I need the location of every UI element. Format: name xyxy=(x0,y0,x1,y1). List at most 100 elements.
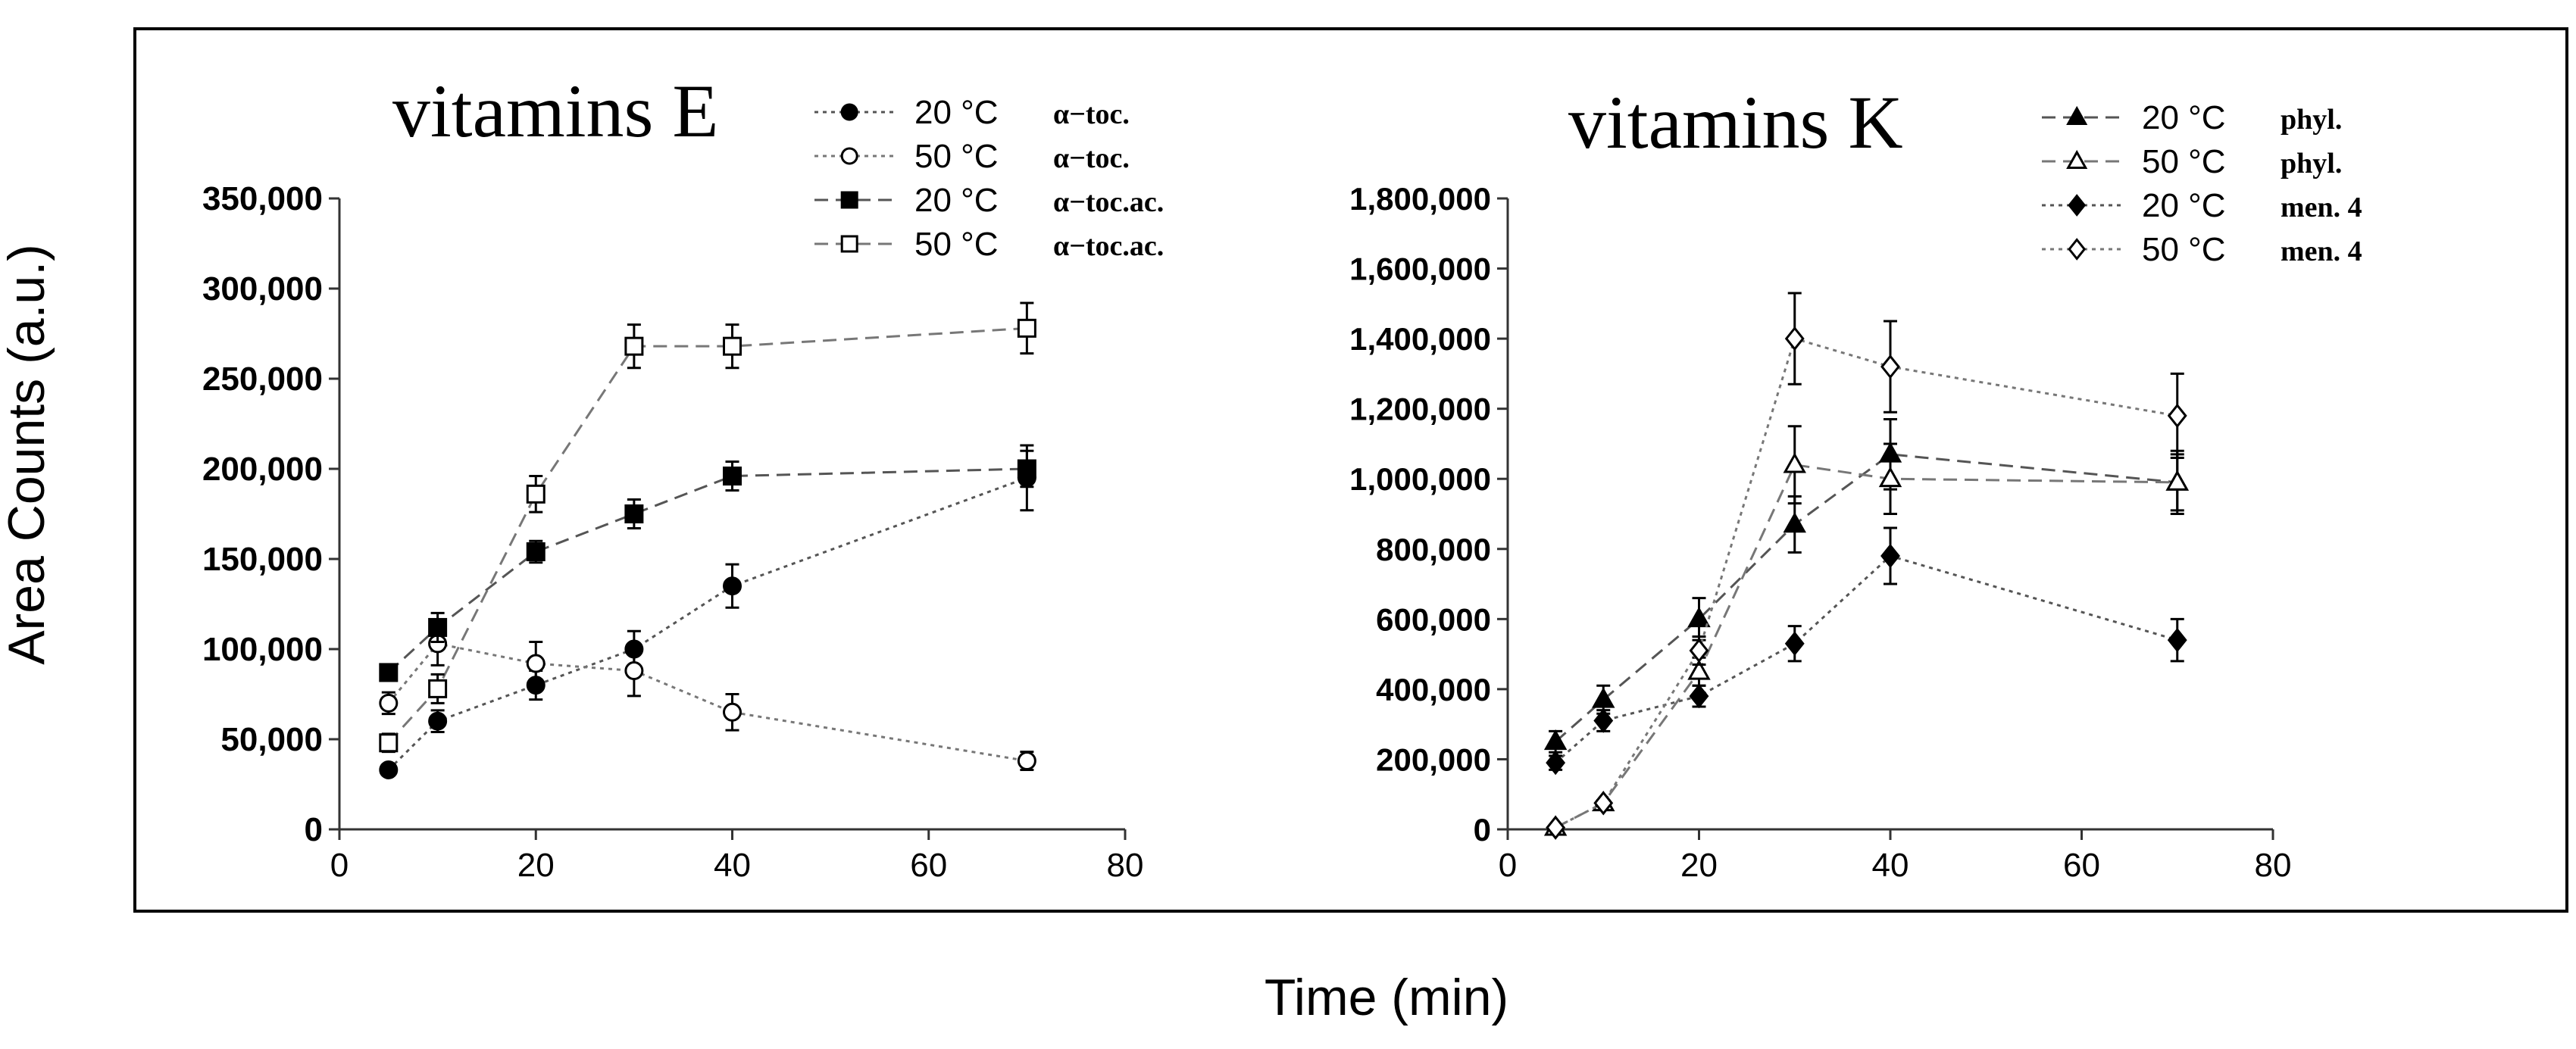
legend-marker xyxy=(840,191,858,209)
y-tick-label-vitamins-e: 250,000 xyxy=(202,361,323,398)
legend-entry-vitamins-e-toc-ac-50-c: 50 °C α−toc.ac. xyxy=(814,226,1164,263)
series-line-vitamins-e-toc-50-c xyxy=(387,642,1027,763)
y-tick-label-vitamins-e: 300,000 xyxy=(202,270,323,308)
data-point-vitamins-e-toc-ac-20-c xyxy=(428,617,448,637)
data-point-vitamins-k-phyl-20-c xyxy=(1687,607,1711,628)
data-point-vitamins-k-men-4-20-c xyxy=(1593,708,1614,733)
legend-temp: 50 °C xyxy=(2142,143,2226,180)
data-point-vitamins-k-phyl-50-c xyxy=(1878,466,1902,488)
series-vitamins-k-men-4-20-c xyxy=(1546,526,2187,776)
x-tick-label-vitamins-e: 60 xyxy=(910,847,947,884)
legend-temp: 50 °C xyxy=(914,138,999,175)
legend-temp: 20 °C xyxy=(914,94,999,131)
data-point-vitamins-k-men-4-50-c xyxy=(2167,403,2187,429)
legend-temp: 50 °C xyxy=(2142,231,2226,268)
legend-marker xyxy=(840,103,858,121)
data-point-vitamins-k-men-4-50-c xyxy=(1546,815,1566,840)
y-tick-label-vitamins-k: 1,000,000 xyxy=(1349,461,1491,497)
y-tick-label-vitamins-k: 1,800,000 xyxy=(1349,181,1491,217)
chart-title-vitamins-e: vitamins E xyxy=(392,69,719,153)
legend-marker xyxy=(2068,238,2087,261)
data-point-vitamins-e-toc-ac-20-c xyxy=(624,504,644,523)
data-point-vitamins-k-phyl-20-c xyxy=(1592,687,1615,708)
y-tick-label-vitamins-k: 800,000 xyxy=(1376,532,1491,567)
data-point-vitamins-e-toc-ac-50-c xyxy=(526,484,546,504)
y-tick-label-vitamins-e: 100,000 xyxy=(202,631,323,668)
legend-label: α−toc. xyxy=(1053,142,1130,174)
y-tick-label-vitamins-e: 50,000 xyxy=(220,721,323,758)
y-tick-label-vitamins-e: 0 xyxy=(305,811,323,848)
legend-label: phyl. xyxy=(2281,104,2342,136)
legend-temp: 20 °C xyxy=(914,182,999,219)
legend-label: men. 4 xyxy=(2281,236,2362,267)
legend-label: α−toc.ac. xyxy=(1053,186,1164,218)
data-point-vitamins-e-toc-50-c xyxy=(379,693,399,713)
y-tick-label-vitamins-k: 1,200,000 xyxy=(1349,392,1491,427)
legend-vitamins-k: 20 °C phyl. 50 °C phyl. 20 °C men. 4 50 °C men.… xyxy=(2042,99,2362,268)
data-point-vitamins-k-men-4-20-c xyxy=(1880,543,1900,569)
legend-label: α−toc.ac. xyxy=(1053,230,1164,262)
data-point-vitamins-k-phyl-50-c xyxy=(1783,452,1806,473)
plot-area-vitamins-e: 0 50,000 100,000 150,000 200,000 250,000 300,0… xyxy=(202,180,1144,884)
data-point-vitamins-e-toc-50-c xyxy=(526,654,546,673)
legend-temp: 20 °C xyxy=(2142,187,2226,224)
data-point-vitamins-e-toc-ac-50-c xyxy=(428,679,448,698)
data-point-vitamins-e-toc-50-c xyxy=(1017,751,1036,771)
y-tick-label-vitamins-k: 0 xyxy=(1474,812,1491,848)
series-vitamins-e-toc-ac-50-c xyxy=(379,301,1036,754)
data-point-vitamins-k-men-4-50-c xyxy=(1593,791,1614,816)
legend-entry-vitamins-k-phyl-20-c: 20 °C phyl. xyxy=(2042,99,2342,136)
data-point-vitamins-e-toc-20-c xyxy=(379,760,399,779)
data-point-vitamins-k-phyl-20-c xyxy=(1543,729,1568,751)
chart-title-vitamins-k: vitamins K xyxy=(1568,80,1903,164)
legend-label: men. 4 xyxy=(2281,192,2362,223)
x-tick-label-vitamins-e: 20 xyxy=(517,847,555,884)
chart-vitamins-k: vitamins K 0 200,000 400,000 600,000 800,000… xyxy=(1349,80,2362,884)
legend-label: α−toc. xyxy=(1053,98,1130,130)
legend-entry-vitamins-k-phyl-50-c: 50 °C phyl. xyxy=(2042,143,2342,180)
y-tick-label-vitamins-k: 1,600,000 xyxy=(1349,251,1491,287)
data-point-vitamins-k-men-4-20-c xyxy=(1546,750,1566,776)
figure-frame xyxy=(133,27,2568,913)
data-point-vitamins-e-toc-20-c xyxy=(723,576,742,596)
x-axis-title: Time (min) xyxy=(1265,969,1508,1026)
x-tick-label-vitamins-k: 0 xyxy=(1499,847,1517,884)
data-point-vitamins-k-men-4-20-c xyxy=(1689,683,1709,709)
series-line-vitamins-k-men-4-20-c xyxy=(1555,554,2178,764)
data-point-vitamins-e-toc-20-c xyxy=(428,711,448,731)
x-tick-label-vitamins-e: 0 xyxy=(330,847,349,884)
series-vitamins-e-toc-ac-20-c xyxy=(379,449,1036,682)
x-tick-label-vitamins-k: 60 xyxy=(2063,847,2100,884)
data-point-vitamins-e-toc-ac-20-c xyxy=(526,542,546,561)
data-point-vitamins-e-toc-ac-20-c xyxy=(1017,459,1036,479)
legend-marker xyxy=(840,147,858,165)
data-point-vitamins-k-phyl-50-c xyxy=(2165,470,2189,491)
legend-entry-vitamins-k-men-4-50-c: 50 °C men. 4 xyxy=(2042,231,2362,268)
chart-vitamins-e: vitamins E 0 50,000 100,000 150,000 200,000 2… xyxy=(202,69,1164,884)
legend-marker xyxy=(2068,194,2087,217)
legend-entry-vitamins-e-toc-20-c: 20 °C α−toc. xyxy=(814,94,1130,131)
legend-temp: 50 °C xyxy=(914,226,999,263)
legend-entry-vitamins-e-toc-ac-20-c: 20 °C α−toc.ac. xyxy=(814,182,1164,219)
x-tick-label-vitamins-e: 80 xyxy=(1107,847,1144,884)
y-tick-label-vitamins-e: 200,000 xyxy=(202,451,323,488)
x-tick-label-vitamins-k: 40 xyxy=(1872,847,1909,884)
data-point-vitamins-k-phyl-50-c xyxy=(1687,659,1711,680)
series-vitamins-e-toc-50-c xyxy=(379,620,1036,771)
data-point-vitamins-e-toc-ac-50-c xyxy=(379,733,399,753)
x-tick-label-vitamins-k: 80 xyxy=(2255,847,2292,884)
data-point-vitamins-e-toc-ac-50-c xyxy=(723,336,742,356)
plot-area-vitamins-k: 0 200,000 400,000 600,000 800,000 1,000,000 1,… xyxy=(1349,181,2291,884)
y-tick-label-vitamins-k: 1,400,000 xyxy=(1349,321,1491,357)
legend-marker xyxy=(840,235,858,253)
data-point-vitamins-k-men-4-20-c xyxy=(2167,627,2187,653)
data-point-vitamins-k-men-4-50-c xyxy=(1689,638,1709,663)
data-point-vitamins-e-toc-50-c xyxy=(723,702,742,722)
y-tick-label-vitamins-k: 400,000 xyxy=(1376,672,1491,707)
y-tick-label-vitamins-e: 350,000 xyxy=(202,180,323,217)
data-point-vitamins-e-toc-ac-50-c xyxy=(624,336,644,356)
data-point-vitamins-e-toc-ac-20-c xyxy=(379,663,399,682)
data-point-vitamins-e-toc-ac-20-c xyxy=(723,467,742,486)
